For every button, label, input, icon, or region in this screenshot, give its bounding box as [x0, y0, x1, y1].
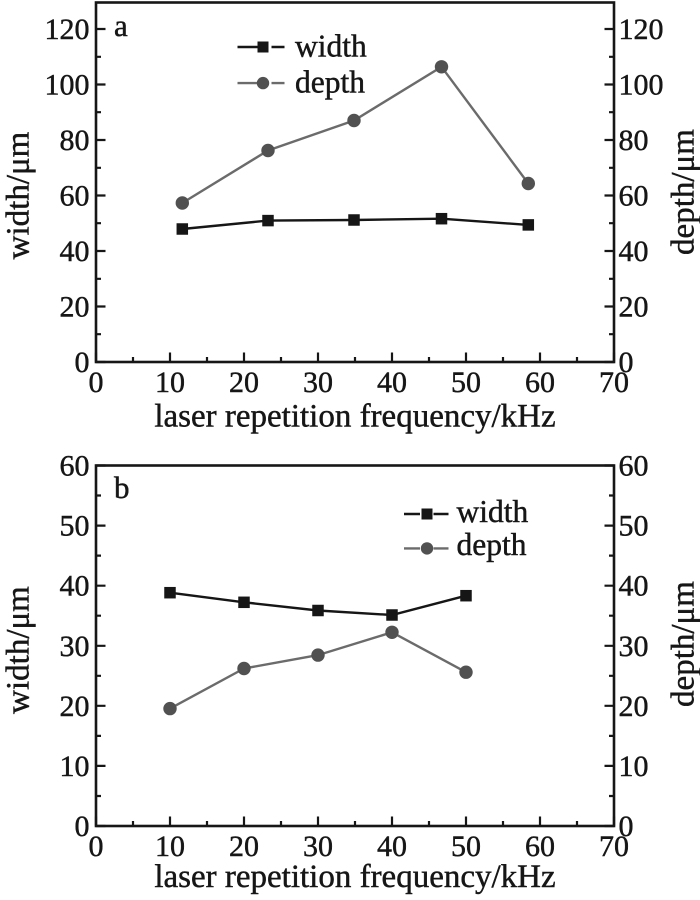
svg-text:0: 0 [89, 830, 104, 863]
svg-text:depth/μm: depth/μm [666, 581, 700, 707]
svg-text:40: 40 [619, 235, 649, 268]
svg-text:a: a [114, 8, 128, 43]
svg-text:40: 40 [619, 570, 649, 603]
svg-text:width: width [295, 28, 367, 63]
svg-text:100: 100 [45, 69, 90, 102]
svg-text:80: 80 [619, 124, 649, 157]
svg-text:50: 50 [451, 366, 481, 399]
svg-text:50: 50 [60, 510, 90, 543]
svg-text:120: 120 [619, 13, 664, 46]
svg-text:10: 10 [155, 366, 185, 399]
svg-text:laser repetition frequency/kHz: laser repetition frequency/kHz [154, 399, 555, 435]
svg-text:20: 20 [619, 291, 649, 324]
svg-text:30: 30 [303, 366, 333, 399]
svg-text:60: 60 [60, 180, 90, 213]
svg-text:depth: depth [457, 527, 527, 562]
svg-text:30: 30 [60, 630, 90, 663]
svg-text:20: 20 [60, 690, 90, 723]
svg-text:60: 60 [619, 450, 649, 483]
svg-text:70: 70 [599, 366, 629, 399]
svg-text:60: 60 [60, 450, 90, 483]
svg-text:60: 60 [619, 180, 649, 213]
svg-text:laser repetition frequency/kHz: laser repetition frequency/kHz [154, 859, 555, 895]
svg-text:depth/μm: depth/μm [666, 129, 700, 255]
svg-text:0: 0 [75, 346, 90, 379]
svg-text:0: 0 [75, 810, 90, 843]
svg-text:0: 0 [89, 366, 104, 399]
svg-text:40: 40 [60, 570, 90, 603]
svg-text:60: 60 [525, 366, 555, 399]
svg-text:20: 20 [60, 291, 90, 324]
svg-text:width: width [457, 494, 529, 529]
svg-text:120: 120 [45, 13, 90, 46]
svg-text:30: 30 [619, 630, 649, 663]
svg-text:80: 80 [60, 124, 90, 157]
svg-text:40: 40 [377, 366, 407, 399]
svg-text:20: 20 [229, 366, 259, 399]
svg-text:70: 70 [599, 830, 629, 863]
svg-text:50: 50 [619, 510, 649, 543]
svg-text:10: 10 [60, 750, 90, 783]
svg-text:depth: depth [295, 65, 365, 100]
svg-text:20: 20 [619, 690, 649, 723]
svg-text:b: b [114, 470, 130, 505]
svg-text:width/μm: width/μm [1, 131, 37, 259]
svg-text:width/μm: width/μm [1, 586, 37, 714]
svg-text:40: 40 [60, 235, 90, 268]
svg-text:10: 10 [619, 750, 649, 783]
svg-text:100: 100 [619, 69, 664, 102]
